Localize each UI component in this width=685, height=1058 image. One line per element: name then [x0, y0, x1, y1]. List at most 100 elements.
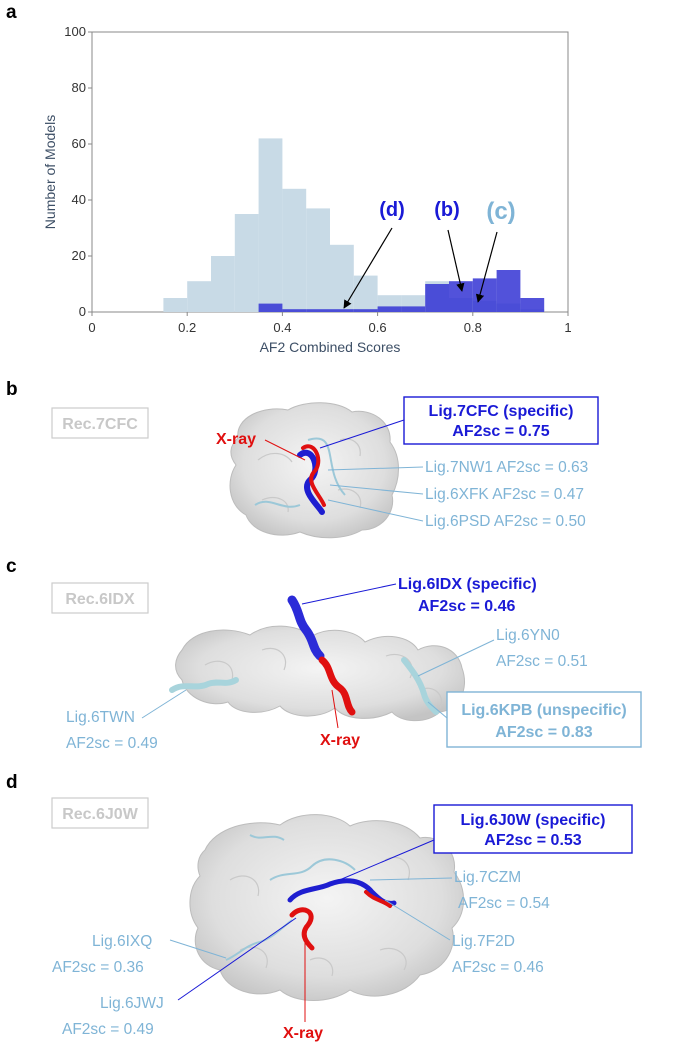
x-tick-label: 0.8 [464, 320, 482, 335]
xray-label-b: X-ray [216, 431, 256, 448]
ligand-6jwj-line2: AF2sc = 0.49 [62, 1021, 154, 1038]
ligand-6twn-line1: Lig.6TWN [66, 709, 135, 726]
x-tick-label: 0 [88, 320, 95, 335]
y-tick-label: 60 [72, 136, 86, 151]
annotation-c: (c) [486, 198, 515, 225]
specific-score-d: AF2sc = 0.53 [484, 832, 582, 849]
panel-label-d: d [6, 772, 18, 793]
arrow-d [343, 227, 393, 309]
receptor-box-b [51, 407, 149, 439]
leader-6ixq [169, 939, 227, 959]
specific-ligand-c: Lig.6IDX (specific) [398, 576, 537, 593]
histogram-bar-unspecific [282, 188, 307, 312]
histogram-bar-unspecific [258, 138, 283, 312]
panel-label-c: c [6, 556, 17, 577]
panel-label-b: b [6, 379, 18, 400]
arrow-b [447, 229, 465, 292]
x-axis-label: AF2 Combined Scores [260, 339, 401, 355]
x-tick-label: 0.4 [273, 320, 291, 335]
histogram-bar-specific [377, 306, 402, 312]
y-tick-label: 80 [72, 80, 86, 95]
ligand-7f2d-line2: AF2sc = 0.46 [452, 959, 544, 976]
specific-score-c: AF2sc = 0.46 [418, 598, 516, 615]
ligand-7f2d-line1: Lig.7F2D [452, 933, 515, 950]
histogram-bar-specific [258, 303, 283, 312]
leader-6jwj [177, 917, 297, 1001]
x-tick-label: 0.2 [178, 320, 196, 335]
ligand-6jwj-line1: Lig.6JWJ [100, 995, 164, 1012]
protein-structure-b [229, 402, 399, 539]
ligand-6yn0-line2: AF2sc = 0.51 [496, 653, 588, 670]
xray-leader-c [331, 689, 339, 729]
ligand-6ixq-line1: Lig.6IXQ [92, 933, 152, 950]
xray-label-d: X-ray [283, 1025, 323, 1042]
ligand-6ixq-line2: AF2sc = 0.36 [52, 959, 144, 976]
specific-box-d [433, 804, 633, 854]
histogram-bar-specific [306, 309, 330, 312]
leader-7czm [369, 877, 453, 881]
receptor-label-c: Rec.6IDX [65, 591, 135, 608]
histogram-bar-specific [330, 309, 354, 312]
receptor-box-c [51, 582, 149, 614]
leader-6psd-b [327, 499, 424, 522]
receptor-label-d: Rec.6J0W [62, 806, 138, 823]
histogram-bar-unspecific [211, 256, 235, 312]
histogram-bar-specific [401, 306, 426, 312]
specific-leader-c [301, 583, 397, 605]
xray-label-c: X-ray [320, 732, 360, 749]
histogram-bar-unspecific [306, 208, 330, 312]
histogram-bar-specific [282, 309, 307, 312]
specific-score-b: AF2sc = 0.75 [452, 423, 550, 440]
histogram-bar-specific [496, 270, 521, 312]
specific-ligand-b: Lig.7CFC (specific) [429, 403, 574, 420]
leader-6twn [141, 689, 187, 719]
leader-6xfk-b [329, 484, 424, 495]
specific-ligand-d: Lig.6J0W (specific) [461, 812, 606, 829]
ligand-6psd-b: Lig.6PSD AF2sc = 0.50 [425, 513, 586, 530]
histogram-bar-unspecific [187, 281, 211, 312]
histogram-bar-unspecific [330, 244, 354, 312]
y-tick-label: 0 [79, 304, 86, 319]
xray-leader-b [264, 439, 306, 461]
y-axis-label: Number of Models [42, 115, 58, 229]
histogram-bar-specific [425, 284, 449, 312]
ligand-6kpb-line2: AF2sc = 0.83 [495, 724, 593, 741]
histogram-bar-specific [472, 278, 497, 312]
histogram-bars [163, 138, 545, 312]
histogram-bar-specific [353, 309, 378, 312]
annotation-b: (b) [434, 199, 460, 221]
ligand-7czm-line2: AF2sc = 0.54 [458, 895, 550, 912]
histogram-bar-specific [520, 298, 545, 312]
histogram-bar-unspecific [234, 214, 259, 312]
x-tick-label: 0.6 [369, 320, 387, 335]
histogram-bar-specific [449, 281, 473, 312]
protein-structure-d [189, 814, 465, 1001]
ligand-6xfk-b: Lig.6XFK AF2sc = 0.47 [425, 486, 584, 503]
arrow-c [475, 231, 498, 303]
leader-6kpb [427, 701, 448, 719]
specific-leader-d [329, 839, 435, 885]
panel-label-a: a [6, 2, 17, 23]
y-tick-label: 100 [64, 24, 86, 39]
leader-7f2d [384, 899, 451, 941]
ligand-6yn0-line1: Lig.6YN0 [496, 627, 560, 644]
unspecific-box-c [446, 691, 642, 748]
ligand-6twn-line2: AF2sc = 0.49 [66, 735, 158, 752]
annotation-d: (d) [379, 199, 405, 221]
protein-structure-c [169, 595, 466, 722]
ligand-7czm-line1: Lig.7CZM [454, 869, 521, 886]
histogram-bar-unspecific [163, 298, 188, 312]
histogram-bar-unspecific [353, 275, 378, 312]
leader-7nw1-b [327, 466, 424, 471]
axis-ticks: 0 0.2 0.4 0.6 0.8 1 0 20 40 60 80 100 [64, 24, 571, 335]
y-tick-label: 40 [72, 192, 86, 207]
leader-6yn0 [417, 639, 495, 677]
receptor-box-d [51, 797, 149, 829]
specific-leader-b [319, 419, 405, 449]
receptor-label-b: Rec.7CFC [62, 416, 138, 433]
y-tick-label: 20 [72, 248, 86, 263]
specific-box-b [403, 396, 599, 445]
x-tick-label: 1 [564, 320, 571, 335]
ligand-6kpb-line1: Lig.6KPB (unspecific) [461, 702, 626, 719]
